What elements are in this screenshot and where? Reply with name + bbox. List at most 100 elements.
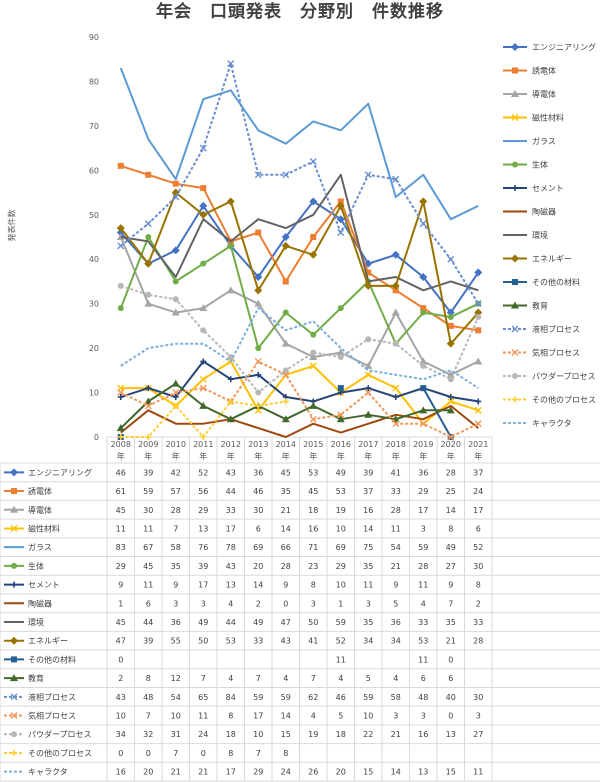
table-cell: 67	[143, 543, 153, 552]
table-cell: 76	[198, 543, 208, 552]
table-cell: 33	[473, 618, 483, 627]
table-cell: 35	[363, 618, 373, 627]
table-row-label: エネルギー	[28, 637, 68, 646]
table-cell: 16	[363, 506, 373, 515]
table-cell: 5	[338, 712, 343, 721]
data-point	[364, 361, 373, 369]
table-cell: 29	[418, 487, 428, 496]
table-cell: 13	[198, 524, 208, 533]
table-cell: 28	[473, 637, 483, 646]
table-cell: 5	[393, 599, 398, 608]
table-cell: 45	[143, 562, 153, 571]
y-tick-label: 20	[89, 344, 99, 353]
data-point	[474, 406, 482, 414]
data-point	[364, 371, 372, 379]
table-cell: 14	[253, 581, 263, 590]
data-point	[145, 385, 152, 392]
data-point	[447, 394, 454, 400]
series-line	[120, 307, 479, 389]
table-cell: 39	[143, 637, 153, 646]
legend-marker	[511, 301, 519, 309]
table-cell: 24	[281, 768, 291, 777]
series-line	[120, 62, 480, 305]
legend-label: 生体	[532, 160, 548, 170]
table-cell: 3	[366, 599, 371, 608]
data-point	[336, 201, 345, 210]
table-cell: 7	[448, 599, 453, 608]
table-cell: 0	[118, 655, 123, 664]
table-cell: 43	[281, 637, 291, 646]
data-point	[116, 424, 125, 432]
data-point	[255, 402, 262, 409]
data-point	[116, 224, 125, 233]
data-point	[144, 402, 152, 410]
data-point	[309, 401, 318, 409]
table-cell: 33	[226, 506, 236, 515]
data-point	[282, 309, 289, 316]
table-cell: 36	[253, 468, 263, 477]
data-point	[310, 349, 317, 356]
data-point	[337, 385, 344, 392]
table-cell: 3	[421, 524, 426, 533]
x-tick-label: 2014 年	[276, 440, 296, 461]
table-cell: 21	[391, 730, 401, 739]
legend-marker	[511, 325, 519, 333]
table-cell: 21	[281, 506, 291, 515]
series-line	[119, 236, 479, 350]
data-point	[447, 322, 454, 329]
data-point	[392, 384, 400, 392]
x-tick-label: 2010 年	[166, 440, 186, 461]
table-cell: 21	[446, 637, 456, 646]
table-cell: 11	[143, 581, 153, 590]
data-point	[419, 273, 428, 281]
table-cell: 44	[226, 618, 236, 627]
table-cell: 11	[473, 768, 483, 777]
x-tick-label: 2013 年	[248, 440, 268, 461]
series-group	[120, 307, 479, 389]
data-point	[474, 420, 482, 428]
table-cell: 7	[146, 712, 151, 721]
data-point	[227, 398, 234, 405]
table-row-label: キャラクタ	[28, 768, 68, 777]
data-point	[419, 406, 428, 414]
table-cell: 7	[256, 749, 261, 758]
table-row-label: その他のプロセス	[28, 748, 92, 758]
table-cell: 18	[308, 506, 318, 515]
legend-marker	[512, 161, 518, 168]
data-point	[281, 415, 290, 423]
data-point	[117, 162, 124, 169]
table-cell: 15	[446, 768, 456, 777]
table-cell: 75	[363, 543, 373, 552]
table-cell: 21	[171, 768, 181, 777]
series-group	[120, 404, 479, 438]
data-point	[419, 420, 427, 428]
table-cell: 30	[473, 693, 483, 702]
table-cell: 6	[421, 674, 426, 683]
legend-label: キャラクタ	[532, 419, 572, 428]
table-cell: 59	[336, 618, 346, 627]
data-point	[391, 281, 400, 290]
table-cell: 53	[308, 468, 318, 477]
table-cell: 37	[363, 487, 373, 496]
table-row-label: 教育	[28, 673, 44, 683]
data-point	[254, 286, 263, 295]
data-point	[474, 357, 483, 365]
table-cell: 13	[418, 768, 428, 777]
table-cell: 14	[391, 768, 401, 777]
data-point	[227, 242, 234, 249]
table-cell: 33	[391, 487, 401, 496]
data-point	[309, 197, 318, 206]
y-tick-label: 30	[89, 300, 99, 309]
data-point	[254, 299, 263, 307]
x-tick-label: 2012 年	[221, 440, 241, 461]
series-line	[120, 191, 480, 345]
table-cell: 31	[171, 730, 181, 739]
legend-marker	[512, 279, 518, 285]
series-group	[117, 234, 482, 352]
table-cell: 35	[446, 618, 456, 627]
table-cell: 28	[281, 562, 291, 571]
table-cell: 32	[143, 730, 153, 739]
data-point	[309, 157, 317, 165]
table-cell: 56	[198, 487, 208, 496]
data-point	[227, 376, 234, 383]
